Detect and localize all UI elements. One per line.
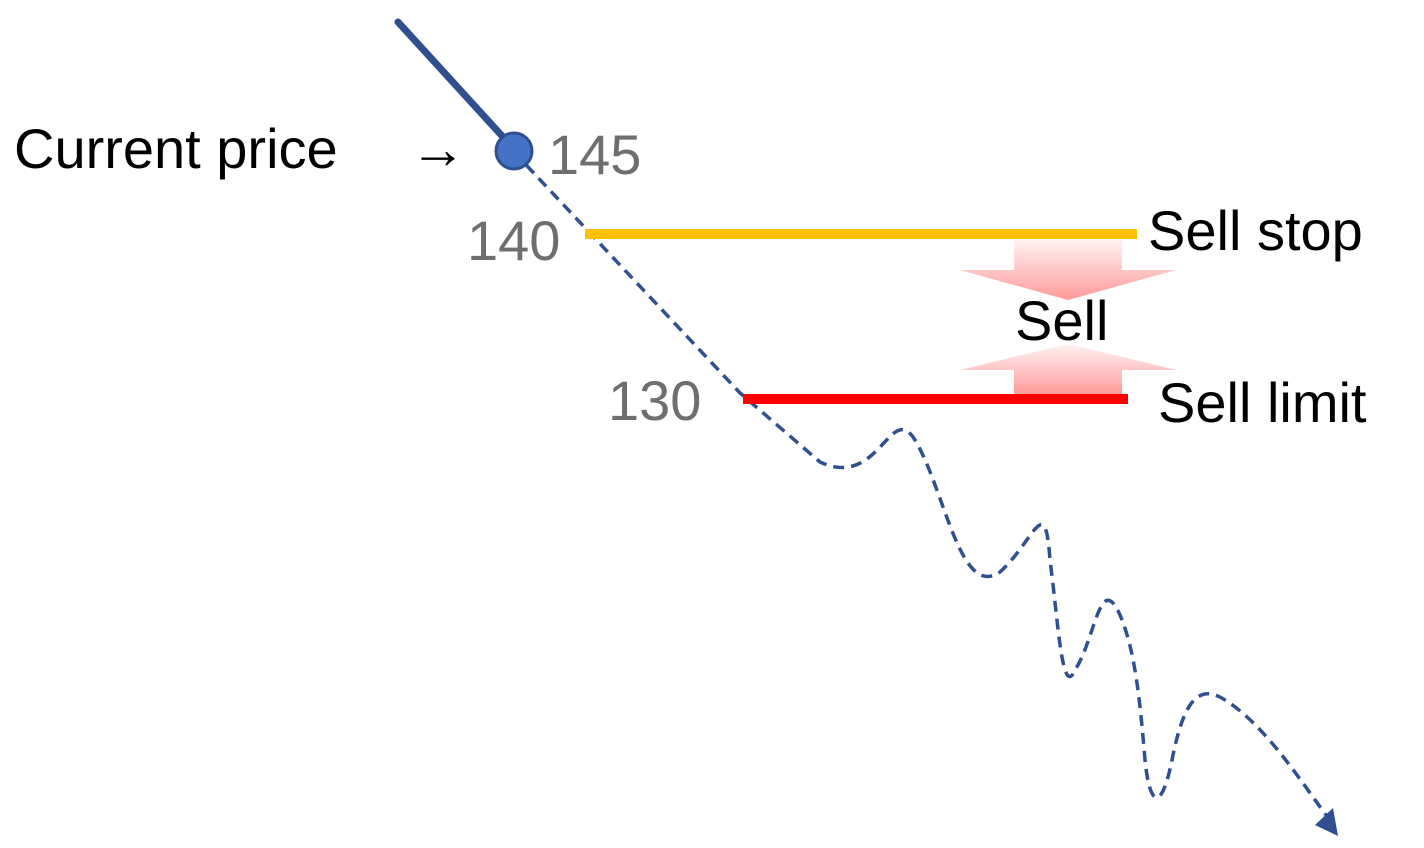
forecast-price-path: [512, 150, 1328, 817]
current-price-value: 145: [548, 123, 641, 186]
forecast-arrowhead-icon: [1315, 808, 1338, 836]
sell-zone-label: Sell: [1015, 289, 1108, 352]
sell-stop-price: 140: [467, 209, 560, 272]
sell-stop-label: Sell stop: [1148, 199, 1363, 262]
sell-limit-label: Sell limit: [1158, 371, 1367, 434]
current-price-arrow-icon: →: [410, 117, 466, 180]
current-price-point: [494, 131, 534, 171]
sell-up-arrow-icon: [960, 344, 1176, 395]
current-price-label: Current price: [14, 117, 338, 180]
past-price-line: [394, 18, 518, 153]
sell-down-arrow-icon: [960, 240, 1176, 300]
sell-limit-price: 130: [608, 369, 701, 432]
